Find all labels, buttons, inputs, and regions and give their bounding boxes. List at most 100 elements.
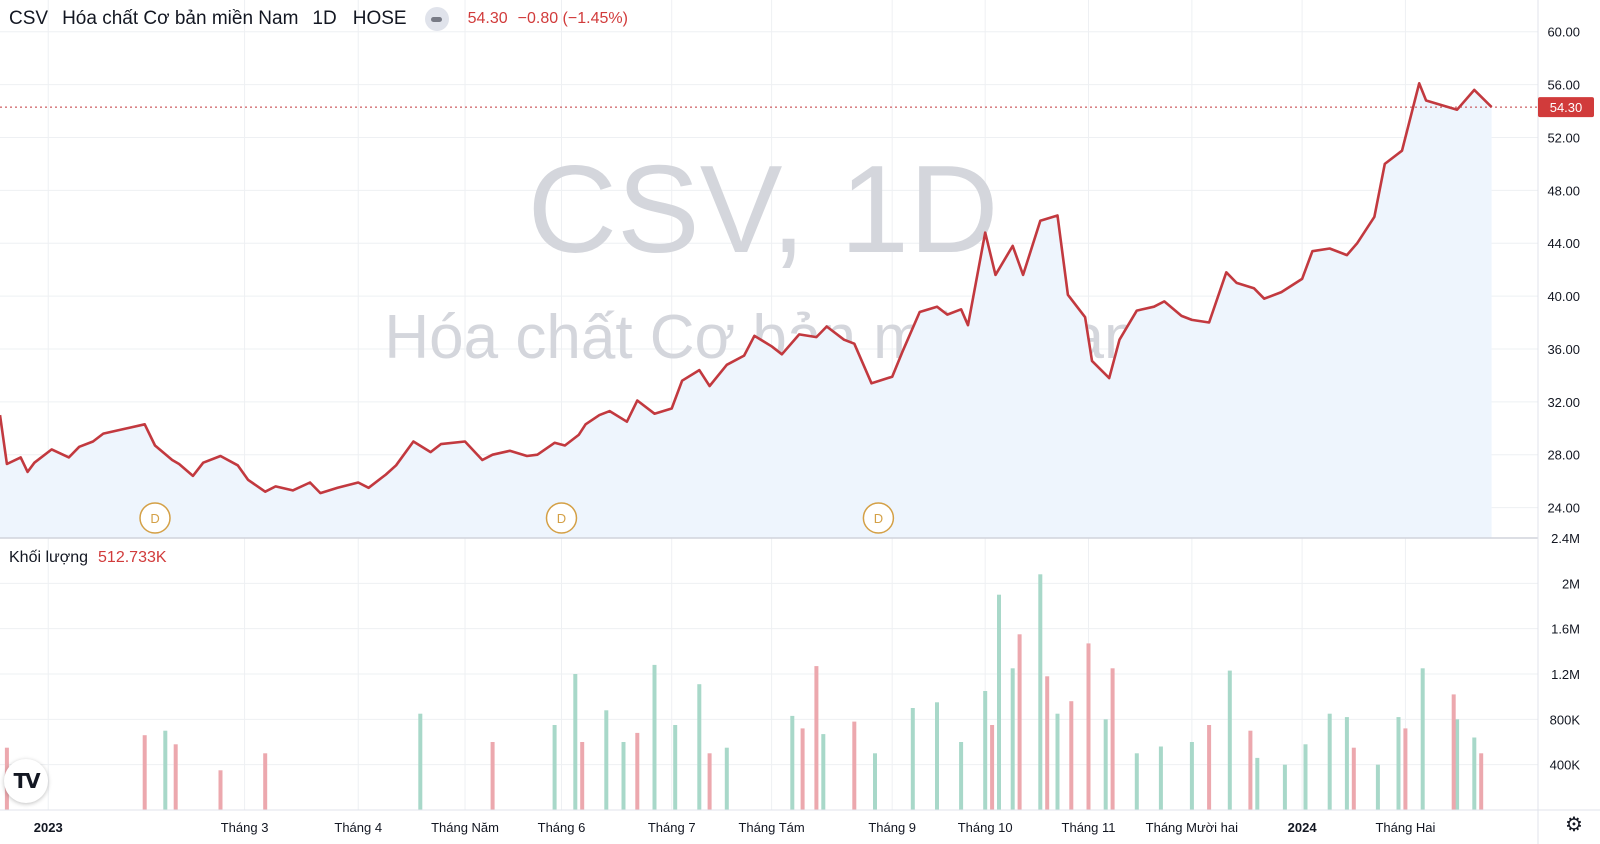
volume-bar [873, 753, 877, 810]
price-change: −0.80 (−1.45%) [517, 10, 628, 27]
volume-bar [1158, 746, 1163, 810]
volume-bar [959, 742, 964, 810]
price-tick-label: 28.00 [1547, 448, 1580, 463]
time-tick-label: Tháng 11 [1062, 820, 1116, 835]
dividend-marker-label: D [150, 511, 159, 526]
price-line [0, 82, 1493, 495]
volume-bar [990, 725, 995, 810]
price-tick-label: 44.00 [1547, 236, 1580, 251]
time-tick-label: Tháng 4 [334, 820, 382, 835]
time-tick-label: Tháng Mười hai [1146, 820, 1238, 835]
volume-bar [1375, 764, 1380, 810]
volume-bar [1134, 753, 1139, 810]
volume-bar [1472, 737, 1477, 810]
volume-bar [604, 710, 609, 810]
volume-bar [1038, 574, 1043, 810]
volume-bar [1327, 713, 1332, 810]
volume-bar [1248, 730, 1253, 810]
volume-bar [1227, 670, 1232, 810]
volume-bar [1403, 728, 1408, 810]
symbol-name[interactable]: Hóa chất Cơ bản miền Nam [62, 8, 299, 29]
volume-bar [552, 725, 557, 810]
time-tick-label: Tháng Hai [1375, 820, 1435, 835]
time-tick-label: Tháng 10 [958, 820, 1013, 835]
gear-icon[interactable]: ⚙ [1565, 814, 1583, 836]
volume-bar [1420, 668, 1425, 810]
volume-bar [621, 742, 626, 810]
volume-bar [997, 594, 1001, 810]
price-tick-label: 56.00 [1547, 78, 1580, 93]
volume-value: 512.733K [98, 549, 167, 566]
volume-bar [707, 753, 712, 810]
volume-tick-label: 1.2M [1551, 667, 1580, 682]
volume-bar [1303, 744, 1308, 810]
last-price: 54.30 [467, 10, 508, 27]
volume-bar [1055, 713, 1060, 810]
volume-bar [1396, 717, 1401, 810]
time-tick-label: Tháng 6 [538, 820, 586, 835]
volume-bar [1451, 694, 1456, 810]
tradingview-logo-icon[interactable]: TV [4, 759, 48, 803]
time-tick-label: 2023 [34, 820, 63, 835]
dividend-marker-label: D [557, 511, 566, 526]
price-axis[interactable]: 60.00 56.00 52.00 48.00 44.00 40.00 36.00 32.00… [1547, 25, 1580, 516]
dividend-marker[interactable] [862, 502, 895, 534]
time-tick-label: Tháng 3 [221, 820, 269, 835]
volume-bar [1086, 643, 1091, 810]
volume-tick-label: 1.6M [1551, 622, 1580, 637]
volume-bars [4, 574, 1484, 810]
volume-bar [935, 702, 939, 810]
volume-bar [1255, 757, 1260, 810]
dividend-marker[interactable] [139, 502, 171, 534]
dividend-marker-label: D [874, 511, 883, 526]
watermark-symbol: CSV, 1D [528, 141, 999, 279]
volume-bar [163, 730, 168, 810]
volume-bar [1455, 719, 1460, 810]
volume-bar [1110, 668, 1115, 810]
volume-bar [1351, 747, 1356, 810]
time-tick-label: Tháng Năm [431, 820, 499, 835]
volume-bar [580, 742, 585, 810]
price-area [0, 83, 1492, 539]
time-tick-label: 2024 [1288, 820, 1318, 835]
last-price-tag-label: 54.30 [1550, 100, 1583, 115]
volume-bar [635, 732, 640, 810]
price-tick-label: 48.00 [1547, 183, 1580, 198]
price-tick-label: 32.00 [1547, 395, 1580, 410]
volume-tick-label: 800K [1550, 712, 1581, 727]
volume-label[interactable]: Khối lượng [9, 549, 89, 566]
volume-bar [852, 721, 857, 810]
dividend-marker[interactable] [545, 502, 578, 534]
time-tick-label: Tháng 9 [868, 820, 916, 835]
volume-bar [821, 734, 826, 810]
price-tick-label: 24.00 [1547, 501, 1580, 516]
volume-bar [1207, 725, 1212, 810]
volume-bar [1010, 668, 1015, 810]
volume-bar [814, 666, 819, 810]
exchange-label: HOSE [352, 8, 407, 29]
volume-bar [983, 691, 988, 810]
volume-bar [1282, 764, 1287, 810]
volume-bar [173, 744, 178, 810]
volume-tick-label: 2M [1562, 576, 1580, 591]
interval-label[interactable]: 1D [312, 8, 337, 29]
volume-bar [652, 664, 657, 810]
volume-header: Khối lượng 512.733K [9, 549, 167, 567]
time-axis[interactable]: 2023 Tháng 3 Tháng 4 Tháng Năm Tháng 6 Tháng … [34, 820, 1436, 835]
volume-bar [418, 713, 423, 810]
volume-bar [1344, 717, 1349, 810]
volume-tick-label: 2.4M [1551, 531, 1580, 546]
volume-bar [910, 708, 915, 810]
market-status-icon[interactable] [424, 7, 449, 31]
volume-bar [1017, 634, 1022, 810]
volume-axis[interactable]: 2.4M 2M 1.6M 1.2M 800K 400K [1550, 531, 1581, 773]
volume-bar [1103, 719, 1108, 810]
volume-bar [142, 735, 147, 810]
symbol-ticker[interactable]: CSV [9, 8, 49, 29]
price-tick-label: 36.00 [1547, 342, 1580, 357]
volume-bar [724, 747, 729, 810]
volume-bar [263, 753, 268, 810]
volume-bar [1069, 701, 1074, 810]
